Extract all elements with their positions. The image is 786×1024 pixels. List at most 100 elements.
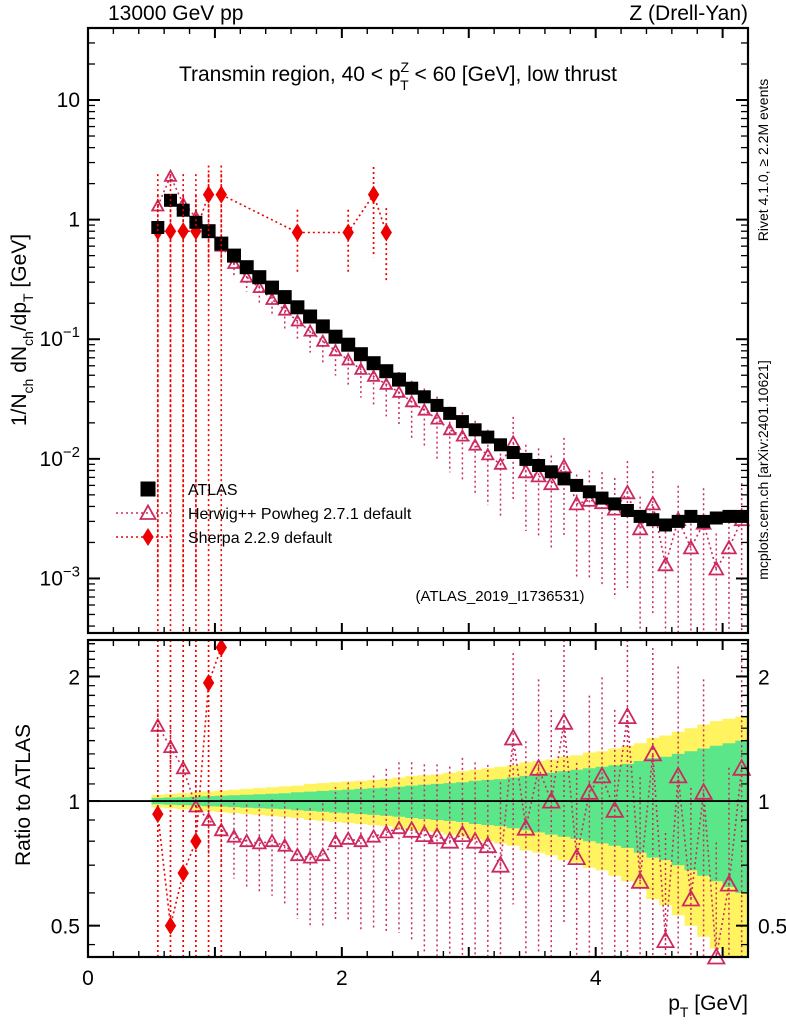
x-axis-ticks	[87, 28, 724, 957]
marker-triangle	[315, 847, 331, 862]
marker-square	[214, 236, 229, 251]
y-tick-label-main: 10−1	[40, 324, 80, 351]
herwig-ratio-connector	[157, 716, 743, 958]
legend-item-0[interactable]: ATLAS	[140, 481, 238, 499]
x-axis-tick-labels: 0 2 4	[82, 967, 602, 990]
marker-square	[608, 497, 622, 511]
marker-triangle	[719, 874, 739, 892]
marker-diamond	[215, 638, 227, 657]
marker-triangle	[731, 758, 752, 776]
marker-square	[151, 221, 165, 234]
marker-triangle	[542, 474, 560, 491]
marker-triangle	[517, 463, 535, 479]
marker-diamond	[152, 805, 164, 824]
marker-triangle	[353, 833, 369, 848]
series-sherpa-ratio	[156, 640, 223, 957]
marker-triangle	[693, 782, 714, 800]
main-panel-frame-border	[86, 26, 750, 635]
analysis-watermark: (ATLAS_2019_I1736531)	[415, 588, 584, 605]
marker-triangle	[302, 849, 318, 864]
marker-triangle	[452, 824, 473, 842]
marker-square	[315, 319, 330, 334]
marker-triangle	[340, 830, 356, 845]
series-herwig-ratio	[157, 640, 743, 958]
marker-triangle	[528, 758, 549, 776]
marker-triangle	[429, 411, 445, 425]
x-axis-label-text: pT [GeV]	[668, 992, 748, 1020]
marker-square	[646, 513, 660, 527]
marker-triangle	[391, 820, 407, 835]
marker-triangle	[277, 302, 292, 316]
plot-title: Transmin region, 40 < pZ T < 60 [GeV], lo…	[179, 59, 617, 93]
marker-square	[582, 485, 596, 499]
marker-square	[189, 215, 203, 229]
marker-square	[227, 248, 241, 263]
marker-triangle	[365, 828, 382, 843]
marker-square	[633, 509, 647, 523]
marker-square	[341, 337, 356, 352]
marker-triangle	[264, 292, 280, 305]
y-tick-label-ratio-right: 2	[758, 666, 770, 689]
legend-item-1[interactable]: Herwig++ Powheg 2.7.1 default	[116, 503, 412, 524]
y-tick-label-ratio-right: 1	[758, 791, 770, 814]
watermark-text: (ATLAS_2019_I1736531)	[415, 588, 584, 605]
marker-triangle	[379, 376, 394, 390]
y-tick-label-main: 10	[57, 89, 80, 112]
marker-triangle	[315, 333, 330, 347]
y-tick-label-ratio-right: 0.5	[758, 916, 786, 939]
side-label-top: Rivet 4.1.0, ≥ 2.2M events	[755, 79, 771, 242]
x-tick-label: 2	[336, 967, 348, 990]
series-herwig-ratio-markers	[150, 706, 752, 965]
marker-triangle	[341, 352, 356, 366]
marker-triangle	[427, 826, 447, 845]
marker-square	[481, 430, 495, 444]
marker-square	[392, 372, 406, 387]
series-herwig-main	[157, 170, 743, 633]
marker-triangle	[366, 368, 381, 382]
marker-square	[570, 478, 584, 492]
x-tick-label: 0	[82, 967, 94, 990]
marker-triangle	[290, 313, 305, 327]
marker-triangle	[162, 739, 179, 753]
marker-triangle	[302, 323, 318, 337]
y-tick-label-main: 1	[68, 209, 80, 232]
marker-square	[430, 398, 444, 412]
y-tick-label-ratio: 1	[68, 791, 80, 814]
marker-triangle	[530, 467, 548, 483]
y-tick-label-ratio: 2	[68, 666, 80, 689]
marker-triangle	[630, 871, 650, 889]
marker-square	[494, 438, 507, 452]
series-sherpa-ratio-markers	[152, 638, 227, 935]
legend-item-2[interactable]: Sherpa 2.2.9 default	[116, 527, 333, 547]
marker-square	[595, 491, 609, 505]
marker-square	[328, 329, 343, 344]
marker-square	[544, 465, 558, 479]
marker-diamond	[380, 223, 392, 242]
marker-diamond	[164, 916, 177, 935]
legend-label: Sherpa 2.2.9 default	[188, 530, 333, 547]
y-axis-ratio-tick-labels: 2 2 1 1 0.5 0.5	[51, 666, 786, 938]
marker-triangle	[503, 728, 523, 746]
marker-diamond	[142, 527, 154, 547]
marker-triangle	[490, 855, 511, 873]
marker-triangle	[580, 491, 598, 507]
x-tick-label: 4	[590, 967, 602, 990]
y-tick-label-main: 10−2	[40, 444, 80, 471]
marker-triangle	[414, 824, 435, 842]
marker-square	[506, 446, 520, 459]
marker-triangle	[226, 255, 242, 269]
marker-triangle	[417, 402, 432, 416]
marker-triangle	[276, 837, 293, 852]
marker-square	[697, 514, 711, 528]
plot-title-text: Transmin region, 40 < pZ T < 60 [GeV], lo…	[179, 59, 617, 93]
marker-triangle	[566, 847, 587, 865]
marker-triangle	[655, 930, 676, 948]
marker-triangle	[554, 712, 574, 730]
marker-square	[659, 518, 672, 532]
header-left-label: 13000 GeV pp	[108, 2, 243, 25]
marker-triangle	[251, 835, 268, 850]
marker-triangle	[328, 343, 343, 357]
marker-square	[140, 481, 156, 497]
marker-square	[557, 472, 571, 486]
